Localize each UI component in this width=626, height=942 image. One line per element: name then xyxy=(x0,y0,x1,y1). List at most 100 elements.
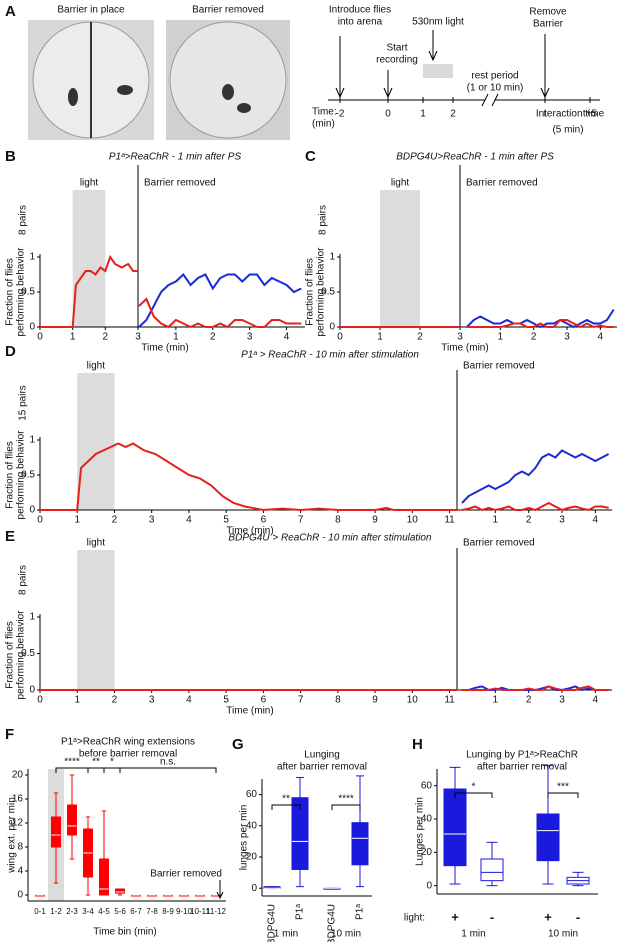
y-tick-label: 1 xyxy=(29,252,35,263)
x-tick-label: 11 xyxy=(444,515,455,526)
pairs-label: 15 pairs xyxy=(18,385,29,421)
x-tick-label: 1 xyxy=(173,332,179,343)
event-label: Start xyxy=(386,43,407,54)
x-tick-label: 6 xyxy=(261,695,267,706)
y-tick-label: 40 xyxy=(246,820,258,831)
arrow xyxy=(428,30,438,62)
x-tick-label: 3 xyxy=(149,515,155,526)
x-axis-label: Time (min) xyxy=(226,526,273,537)
x-tick-label: 0-1 xyxy=(34,907,46,916)
y-axis-label: Fraction of flies xyxy=(5,621,16,689)
panel-label: F xyxy=(5,726,14,743)
y-tick-label: 0.5 xyxy=(21,470,35,481)
group-label: 10 min xyxy=(331,929,361,940)
group-label: 1 min xyxy=(274,929,298,940)
panel-label: B xyxy=(5,148,16,165)
chart-title: BDPG4U>ReaChR - 1 min after PS xyxy=(396,152,554,163)
fly xyxy=(222,84,234,100)
tick-label: 1 xyxy=(420,109,426,120)
x-tick-label: 7 xyxy=(298,695,304,706)
y-tick-label: 20 xyxy=(246,852,258,863)
box xyxy=(536,813,560,862)
y-tick-label: 1 xyxy=(29,612,35,623)
x-tick-label: 7-8 xyxy=(146,907,158,916)
x-tick-label: 2 xyxy=(103,332,109,343)
x-tick-label: 2 xyxy=(531,332,537,343)
light-label: light xyxy=(87,538,106,549)
barrier-label: Barrier removed xyxy=(463,538,535,549)
light-period xyxy=(380,190,420,327)
light-period xyxy=(77,373,115,510)
x-tick-label: + xyxy=(451,909,459,924)
significance-bracket xyxy=(87,767,105,773)
y-tick-label: 0 xyxy=(29,685,35,696)
x-tick-label: 4 xyxy=(284,332,290,343)
x-tick-label: 3 xyxy=(564,332,570,343)
y-axis-label: Lunges per min xyxy=(415,797,426,866)
panel-label: G xyxy=(232,736,244,753)
y-axis-label: wing ext. per min xyxy=(7,797,18,874)
significance-bracket xyxy=(331,804,361,810)
x-tick-label: 1 xyxy=(70,332,76,343)
behavior-line xyxy=(466,308,615,329)
x-tick-label: 1 xyxy=(74,515,80,526)
chart-title: P1ᵃ>ReaChR wing extensions xyxy=(61,737,195,748)
significance-label: * xyxy=(472,782,476,793)
interaction-duration: (5 min) xyxy=(552,125,583,136)
x-tick-label: P1ᵃ xyxy=(295,904,306,920)
arrow xyxy=(383,70,393,99)
x-tick-label: 1 xyxy=(74,695,80,706)
y-tick-label: 0 xyxy=(29,505,35,516)
x-tick-label: 3-4 xyxy=(82,907,94,916)
behavior-line xyxy=(467,319,614,329)
x-axis-label: Time bin (min) xyxy=(93,927,157,938)
event-label: Introduce flies xyxy=(329,5,391,16)
significance-bracket xyxy=(103,767,121,773)
photo-label: Barrier in place xyxy=(57,5,125,16)
box xyxy=(480,858,504,882)
time-label: (min) xyxy=(312,119,335,130)
light-label: light xyxy=(80,178,99,189)
x-tick-label: 11-12 xyxy=(206,907,226,916)
x-tick-label: 4 xyxy=(186,515,192,526)
x-tick-label: BDPG4U xyxy=(267,904,278,942)
significance-label: ** xyxy=(282,794,290,805)
x-tick-label: 1 xyxy=(377,332,383,343)
barrier-label: Barrier removed xyxy=(144,178,216,189)
chart-title: P1ᵃ>ReaChR - 1 min after PS xyxy=(109,152,242,163)
barrier-label: Barrier removed xyxy=(463,361,535,372)
pairs-label: 8 pairs xyxy=(18,205,29,235)
x-tick-label: 4 xyxy=(598,332,604,343)
significance-label: **** xyxy=(64,757,80,768)
axis-break xyxy=(481,93,499,107)
chart-title: before barrier removal xyxy=(79,749,177,760)
y-tick-label: 0 xyxy=(29,322,35,333)
x-tick-label: 8 xyxy=(335,515,341,526)
tick-label: -2 xyxy=(336,109,345,120)
box xyxy=(67,804,77,836)
rest-label: rest period xyxy=(471,71,518,82)
x-tick-label: 0 xyxy=(37,695,43,706)
x-tick-label: 9 xyxy=(372,695,378,706)
y-tick-label: 20 xyxy=(12,770,24,781)
y-axis-label: performing behavior xyxy=(16,610,27,700)
behavior-line xyxy=(40,442,457,512)
x-tick-label: 3 xyxy=(135,332,141,343)
x-tick-label: 0 xyxy=(37,332,43,343)
box xyxy=(291,797,309,870)
fly xyxy=(237,103,251,113)
significance-bracket xyxy=(271,804,301,810)
category-title: light: xyxy=(404,913,425,924)
photo-label: Barrier removed xyxy=(192,5,264,16)
x-tick-label: - xyxy=(576,909,580,924)
y-tick-label: 16 xyxy=(12,794,24,805)
chart-title: Lunging by P1ᵃ>ReaChR xyxy=(466,750,578,761)
barrier-label: Barrier removed xyxy=(466,178,538,189)
x-tick-label: - xyxy=(490,909,494,924)
x-tick-label: 3 xyxy=(559,695,565,706)
x-tick-label: BDPG4U xyxy=(327,904,338,942)
panel-label: A xyxy=(5,3,16,20)
x-tick-label: 2 xyxy=(112,515,118,526)
x-axis-label: Time (min) xyxy=(141,343,188,354)
group-label: 1 min xyxy=(461,929,485,940)
